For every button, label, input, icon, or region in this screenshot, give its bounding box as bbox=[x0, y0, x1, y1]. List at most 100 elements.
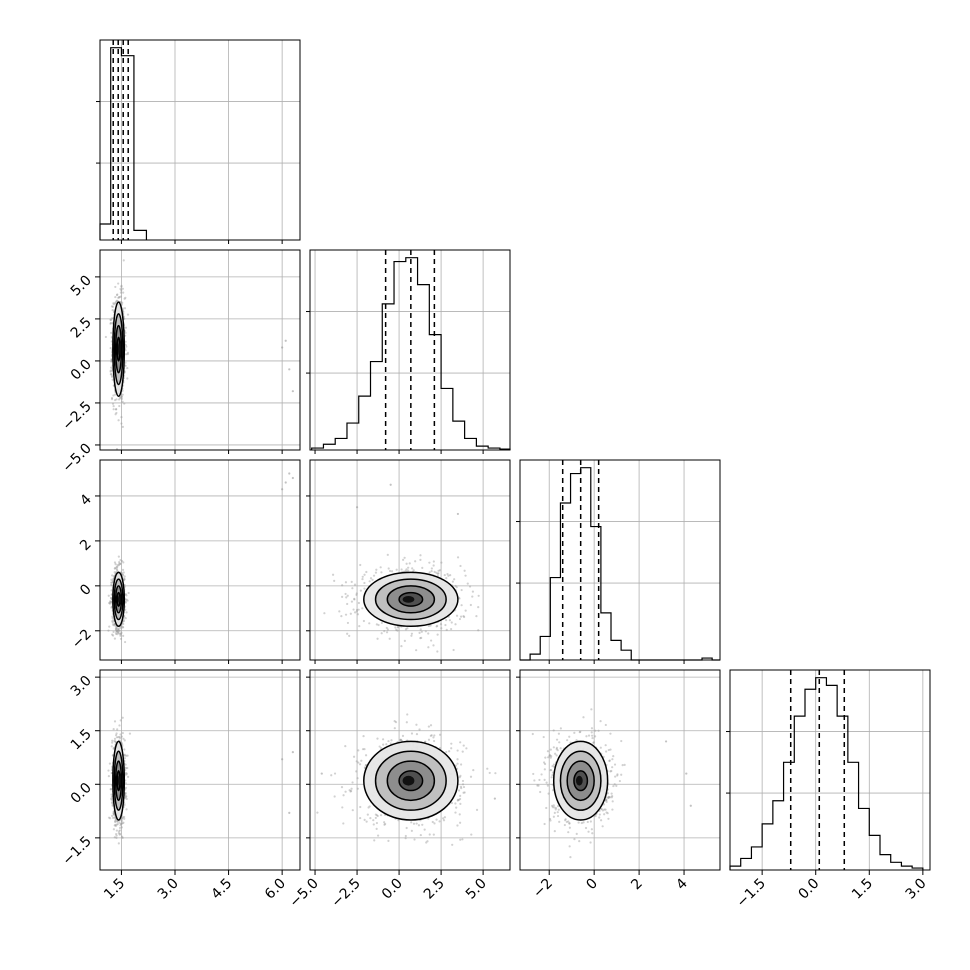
scatter-point bbox=[124, 771, 127, 774]
scatter-point bbox=[591, 736, 594, 740]
contour-line bbox=[113, 313, 124, 386]
scatter-point bbox=[459, 763, 463, 766]
panel-frame bbox=[99, 39, 301, 241]
scatter-point bbox=[540, 773, 543, 776]
scatter-point bbox=[113, 637, 117, 640]
scatter-point bbox=[443, 816, 447, 819]
scatter-point bbox=[396, 629, 399, 632]
scatter-point bbox=[455, 614, 459, 617]
scatter-point bbox=[468, 585, 472, 588]
scatter-point bbox=[533, 779, 536, 782]
scatter-point bbox=[415, 649, 418, 652]
scatter-point bbox=[115, 408, 118, 411]
scatter-point bbox=[117, 830, 121, 833]
contour-line bbox=[112, 571, 126, 628]
scatter-point bbox=[380, 746, 383, 750]
scatter-point bbox=[119, 562, 122, 565]
scatter-point bbox=[470, 833, 473, 836]
scatter-point bbox=[465, 747, 468, 750]
scatter-point bbox=[380, 571, 383, 574]
scatter-point bbox=[556, 811, 559, 814]
scatter-point bbox=[550, 754, 553, 758]
scatter-point bbox=[113, 813, 116, 817]
scatter-point bbox=[121, 568, 125, 571]
scatter-point bbox=[609, 770, 612, 773]
scatter-point bbox=[120, 289, 123, 292]
scatter-point bbox=[555, 738, 559, 741]
scatter-point bbox=[397, 819, 400, 822]
scatter-point bbox=[122, 634, 125, 637]
scatter-point bbox=[110, 305, 114, 308]
contour-line bbox=[398, 770, 424, 792]
scatter-point bbox=[120, 819, 124, 823]
scatter-point bbox=[119, 632, 122, 635]
scatter-point bbox=[369, 817, 372, 820]
scatter-point bbox=[462, 785, 466, 789]
scatter-point bbox=[116, 823, 119, 826]
scatter-point bbox=[109, 318, 112, 321]
scatter-point bbox=[125, 754, 128, 757]
scatter-point bbox=[114, 824, 117, 828]
scatter-point bbox=[545, 806, 548, 810]
scatter-point bbox=[361, 575, 364, 578]
scatter-point bbox=[430, 567, 433, 570]
scatter-point bbox=[112, 302, 115, 305]
scatter-point bbox=[110, 581, 113, 584]
scatter-point bbox=[350, 789, 353, 793]
scatter-point bbox=[403, 556, 406, 559]
scatter-point bbox=[109, 370, 112, 373]
scatter-point bbox=[361, 748, 365, 751]
scatter-point bbox=[128, 732, 132, 735]
scatter-point bbox=[361, 578, 364, 581]
scatter-point bbox=[115, 832, 118, 836]
scatter-point bbox=[375, 814, 379, 817]
scatter-point bbox=[111, 814, 114, 817]
scatter-point bbox=[114, 734, 118, 737]
scatter-point bbox=[410, 632, 414, 635]
scatter-point bbox=[119, 824, 122, 827]
scatter-point bbox=[120, 422, 123, 425]
scatter-point bbox=[110, 317, 113, 320]
scatter-point bbox=[363, 587, 366, 590]
scatter-point bbox=[113, 623, 116, 626]
scatter-point bbox=[116, 820, 119, 823]
scatter-point bbox=[426, 840, 429, 843]
scatter-point bbox=[345, 596, 348, 599]
scatter-point bbox=[375, 568, 378, 571]
scatter-point bbox=[427, 738, 431, 741]
scatter-point bbox=[107, 769, 110, 772]
scatter-point bbox=[123, 817, 126, 820]
scatter-point bbox=[115, 834, 118, 837]
scatter-point bbox=[435, 818, 438, 821]
scatter-point bbox=[110, 578, 113, 581]
scatter-point bbox=[115, 411, 118, 415]
scatter-point bbox=[386, 553, 389, 556]
scatter-point bbox=[463, 791, 466, 794]
scatter-point bbox=[373, 839, 376, 842]
scatter-point bbox=[410, 829, 413, 832]
scatter-point bbox=[111, 633, 114, 636]
scatter-point bbox=[374, 571, 378, 574]
scatter-point bbox=[122, 571, 125, 574]
scatter-point bbox=[349, 612, 352, 615]
scatter-point bbox=[126, 366, 129, 370]
scatter-point bbox=[451, 580, 454, 583]
scatter-point bbox=[603, 808, 606, 811]
scatter-point bbox=[554, 752, 557, 755]
scatter-point bbox=[578, 840, 581, 843]
scatter-point bbox=[120, 631, 123, 634]
scatter-point bbox=[110, 798, 113, 801]
scatter-point bbox=[117, 628, 120, 631]
scatter-point bbox=[459, 741, 462, 744]
scatter-point bbox=[323, 612, 326, 615]
scatter-point bbox=[346, 602, 349, 606]
scatter-point bbox=[611, 766, 614, 769]
scatter-point bbox=[477, 629, 480, 632]
scatter-point bbox=[396, 626, 400, 629]
scatter-point bbox=[466, 582, 469, 585]
scatter-panel-1-3 bbox=[309, 669, 511, 871]
scatter-point bbox=[116, 820, 119, 823]
scatter-point bbox=[435, 571, 438, 574]
scatter-point bbox=[394, 626, 397, 629]
